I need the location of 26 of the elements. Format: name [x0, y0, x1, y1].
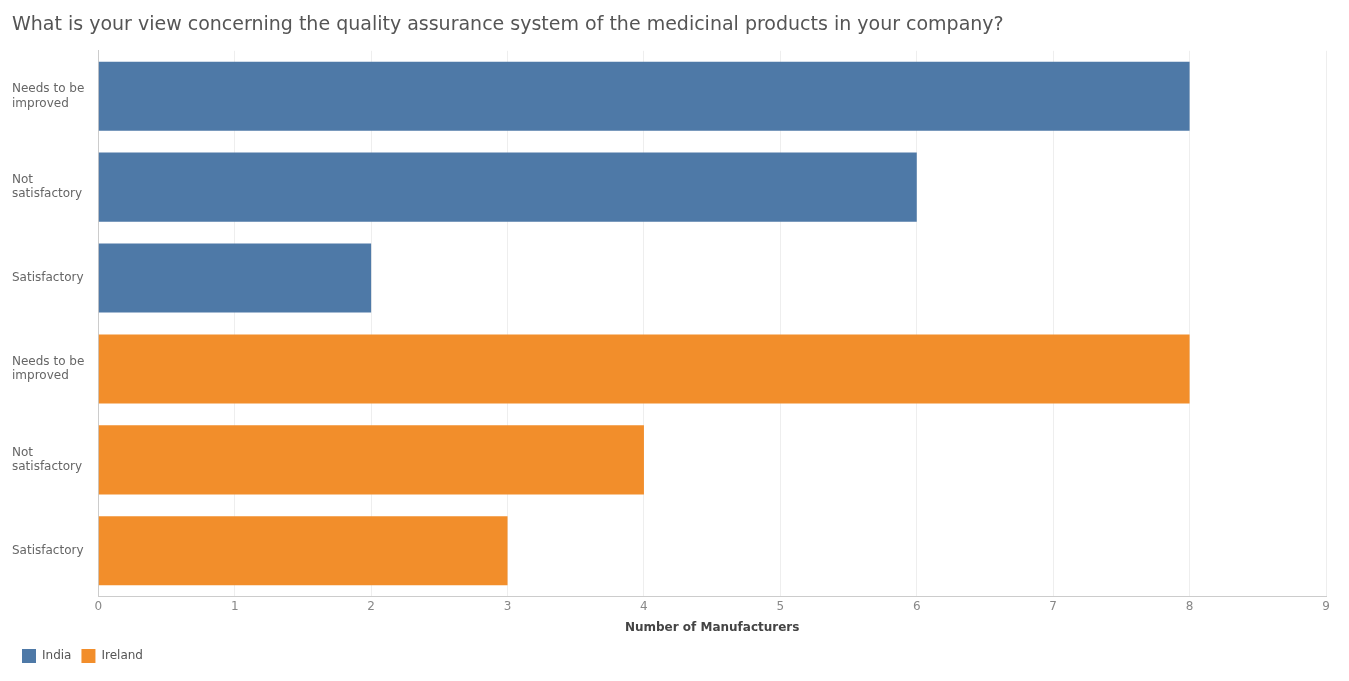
x-tick-label: 7	[1049, 598, 1057, 613]
y-tick-label: Not satisfactory	[12, 172, 83, 201]
bar	[98, 243, 372, 313]
y-tick-label: Needs to be improved	[12, 81, 85, 110]
bar	[98, 152, 917, 222]
x-tick-label: 2	[367, 598, 375, 613]
chart-title: What is your view concerning the quality assurance system of the medicinal products in your company?	[12, 12, 1004, 35]
x-tick-label: 1	[230, 598, 239, 613]
y-tick-label: Satisfactory	[12, 542, 84, 557]
bar	[98, 425, 644, 495]
x-tick-label: 8	[1185, 598, 1194, 613]
y-tick-label: Not satisfactory	[12, 444, 83, 474]
x-tick-label: 5	[776, 598, 785, 613]
x-tick-label: 4	[640, 598, 648, 613]
x-tick-label: 3	[503, 598, 512, 613]
x-tick-label: 9	[1322, 598, 1330, 613]
y-tick-label: Satisfactory	[12, 270, 84, 285]
x-tick-label: 0	[94, 598, 103, 613]
legend-label: India	[42, 648, 72, 663]
x-axis-title: Number of Manufacturers	[624, 619, 800, 634]
bar	[98, 334, 1190, 404]
legend-label: Ireland	[101, 648, 143, 663]
bar	[98, 61, 1190, 131]
x-tick-label: 6	[912, 598, 921, 613]
bar	[98, 516, 508, 586]
y-tick-label: Needs to be improved	[12, 353, 85, 383]
